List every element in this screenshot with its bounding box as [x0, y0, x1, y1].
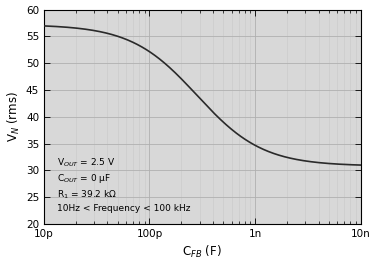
Text: V$_{OUT}$ = 2.5 V
C$_{OUT}$ = 0 μF
R$_1$ = 39.2 kΩ
10Hz < Frequency < 100 kHz: V$_{OUT}$ = 2.5 V C$_{OUT}$ = 0 μF R$_1$… — [57, 156, 190, 213]
Y-axis label: V$_N$ (rms): V$_N$ (rms) — [6, 91, 22, 142]
X-axis label: C$_{FB}$ (F): C$_{FB}$ (F) — [182, 244, 222, 260]
